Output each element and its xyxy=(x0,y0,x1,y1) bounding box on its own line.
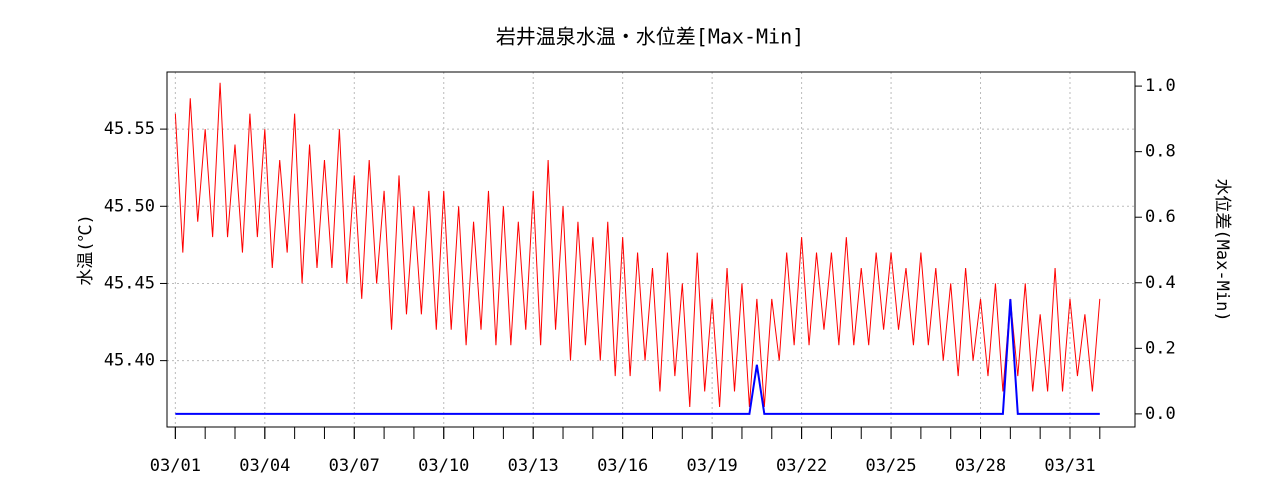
x-tick-label: 03/13 xyxy=(508,456,559,476)
y-tick-label: 45.45 xyxy=(104,273,155,293)
x-tick-label: 03/04 xyxy=(239,456,290,476)
plot-frame xyxy=(166,71,1136,428)
chart-title: 岩井温泉水温・水位差[Max-Min] xyxy=(496,25,804,49)
y2-tick-label: 0.4 xyxy=(1145,273,1176,293)
series-line xyxy=(175,299,1100,415)
x-tick-label: 03/01 xyxy=(150,456,201,476)
y2-tick-label: 0.8 xyxy=(1145,142,1176,162)
y2-tick-label: 0.6 xyxy=(1145,207,1176,227)
y2-axis-label: 水位差(Max-Min) xyxy=(1212,178,1232,321)
x-tick-label: 03/19 xyxy=(687,456,738,476)
y-tick-label: 45.50 xyxy=(104,196,155,216)
x-tick-label: 03/16 xyxy=(597,456,648,476)
y2-tick-label: 0.0 xyxy=(1145,404,1176,424)
x-tick-label: 03/07 xyxy=(329,456,380,476)
x-tick-label: 03/28 xyxy=(955,456,1006,476)
y2-tick-label: 0.2 xyxy=(1145,338,1176,358)
y-tick-label: 45.55 xyxy=(104,119,155,139)
x-tick-label: 03/10 xyxy=(418,456,469,476)
series-line xyxy=(174,82,1101,407)
y2-tick-label: 1.0 xyxy=(1145,76,1176,96)
x-tick-label: 03/22 xyxy=(776,456,827,476)
x-tick-label: 03/31 xyxy=(1044,456,1095,476)
y-tick-label: 45.40 xyxy=(104,351,155,371)
y-axis-label: 水温(℃) xyxy=(76,214,96,285)
x-tick-label: 03/25 xyxy=(865,456,916,476)
